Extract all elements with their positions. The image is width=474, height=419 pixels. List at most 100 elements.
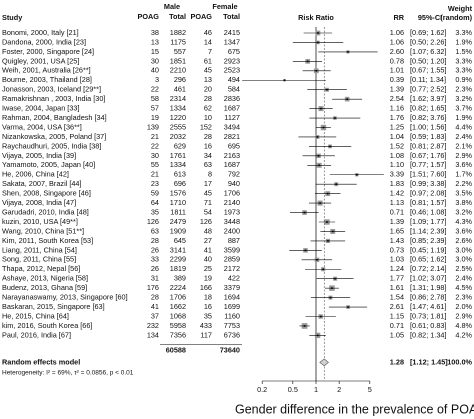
ci-label: [1.07; 6.32] — [410, 47, 447, 56]
female-events: 7 — [208, 47, 212, 56]
point-estimate — [326, 88, 328, 91]
ci-label: [0.86; 2.78] — [410, 293, 447, 302]
rr-label: 1.39 — [390, 85, 404, 94]
female-events: 46 — [204, 28, 212, 37]
female-total: 2163 — [224, 151, 240, 160]
male-total: 2032 — [170, 132, 186, 141]
female-total: 7753 — [224, 321, 240, 330]
rr-label: 1.06 — [390, 28, 404, 37]
weight-label: 3.0% — [455, 245, 472, 254]
male-events: 57 — [151, 104, 159, 113]
female-events: 28 — [204, 132, 212, 141]
rr-label: 0.73 — [390, 245, 404, 254]
rr-label: 1.01 — [390, 66, 404, 75]
ci-label: [0.99; 3.38] — [410, 179, 447, 188]
rr-label: 1.25 — [390, 122, 404, 131]
female-total: 2172 — [224, 264, 240, 273]
rr-label: 2.54 — [390, 94, 404, 103]
female-events: 117 — [200, 330, 212, 339]
male-events: 232 — [147, 321, 159, 330]
female-events: 14 — [204, 37, 212, 46]
female-events: 10 — [204, 113, 212, 122]
male-events: 19 — [151, 113, 159, 122]
weight-label: 4.3% — [455, 217, 472, 226]
ci-label: [0.77; 2.52] — [410, 85, 447, 94]
male-total: 5958 — [170, 321, 186, 330]
ci-label: [0.59; 1.83] — [410, 132, 447, 141]
male-total: 1706 — [170, 293, 186, 302]
point-estimate — [303, 325, 306, 327]
female-total: 2821 — [224, 132, 240, 141]
x-tick-label: 2 — [337, 385, 341, 394]
rr-label: 1.65 — [390, 226, 404, 235]
x-tick-label: 0.2 — [257, 385, 267, 394]
female-events: 13 — [204, 75, 212, 84]
x-tick-label: 5 — [368, 385, 372, 394]
rr-label: 1.10 — [390, 160, 404, 169]
ci-label: [1.47; 4.61] — [410, 302, 447, 311]
male-total: 1068 — [170, 311, 186, 320]
point-estimate — [322, 126, 325, 129]
female-events: 41 — [204, 245, 212, 254]
female-total: 3448 — [224, 217, 240, 226]
point-estimate — [331, 287, 333, 289]
male-events: 55 — [151, 160, 159, 169]
female-total: 6736 — [224, 330, 240, 339]
male-events: 15 — [151, 47, 159, 56]
rr-label: 1.54 — [390, 293, 404, 302]
ci-label: [1.00; 1.56] — [410, 122, 447, 131]
ci-label: [1.51; 7.60] — [410, 170, 447, 179]
female-total: 1706 — [224, 189, 240, 198]
male-total: 2314 — [170, 94, 186, 103]
weight-header: (random) — [440, 13, 472, 22]
study-name: Quigley, 2001, USA [25] — [2, 56, 79, 65]
male-total: 1851 — [170, 56, 186, 65]
rr-label: 1.43 — [390, 236, 404, 245]
male-total: 1334 — [170, 160, 186, 169]
female-total: 2400 — [224, 226, 240, 235]
female-total: 584 — [228, 85, 240, 94]
point-estimate — [316, 334, 319, 337]
point-estimate — [317, 41, 319, 44]
ci-label: [0.82; 3.76] — [410, 113, 447, 122]
female-total: 940 — [228, 179, 240, 188]
ci-label: [0.82; 1.65] — [410, 104, 447, 113]
female-events: 71 — [204, 198, 212, 207]
point-estimate — [317, 32, 319, 34]
male-events: 28 — [151, 236, 159, 245]
male-total: 461 — [174, 85, 186, 94]
female-total: 1127 — [224, 113, 240, 122]
events-header: POAG — [138, 12, 160, 21]
ci-label: [1.31; 1.98] — [410, 283, 447, 292]
weight-label: 2.4% — [455, 274, 472, 283]
male-total: 696 — [174, 179, 186, 188]
female-total: 1347 — [224, 37, 240, 46]
study-name: kim, 2016, South Korea [66] — [2, 321, 92, 330]
point-estimate — [316, 136, 319, 138]
ci-label: [0.11; 1.34] — [410, 75, 446, 84]
study-name: Ashaye, 2013, Nigeria [58] — [2, 274, 88, 283]
rr-label: 1.16 — [390, 104, 404, 113]
male-total: 1220 — [170, 113, 186, 122]
female-total: 695 — [228, 141, 240, 150]
female-events: 20 — [204, 85, 212, 94]
female-events: 62 — [204, 104, 212, 113]
male-total: 1761 — [170, 151, 186, 160]
study-name: kuzin, 2010, USA [49**] — [2, 217, 78, 226]
male-events: 134 — [147, 330, 159, 339]
weight-label: 1.7% — [455, 170, 472, 179]
weight-label: 2.9% — [455, 151, 472, 160]
ci-label: [0.50; 1.20] — [410, 56, 447, 65]
point-estimate — [327, 240, 329, 242]
x-tick-label: 0.5 — [288, 385, 298, 394]
male-events: 22 — [151, 141, 159, 150]
study-name: Vijaya, 2008, India [47] — [2, 198, 76, 207]
male-header: Male — [164, 2, 180, 11]
male-events: 41 — [151, 302, 159, 311]
study-name: Weih, 2001, Australia [26**] — [2, 66, 91, 75]
female-total: 2140 — [224, 198, 240, 207]
rr-label: 0.39 — [390, 75, 404, 84]
male-events: 13 — [151, 37, 159, 46]
male-total: 1576 — [170, 189, 186, 198]
rr-label: 1.39 — [390, 217, 404, 226]
